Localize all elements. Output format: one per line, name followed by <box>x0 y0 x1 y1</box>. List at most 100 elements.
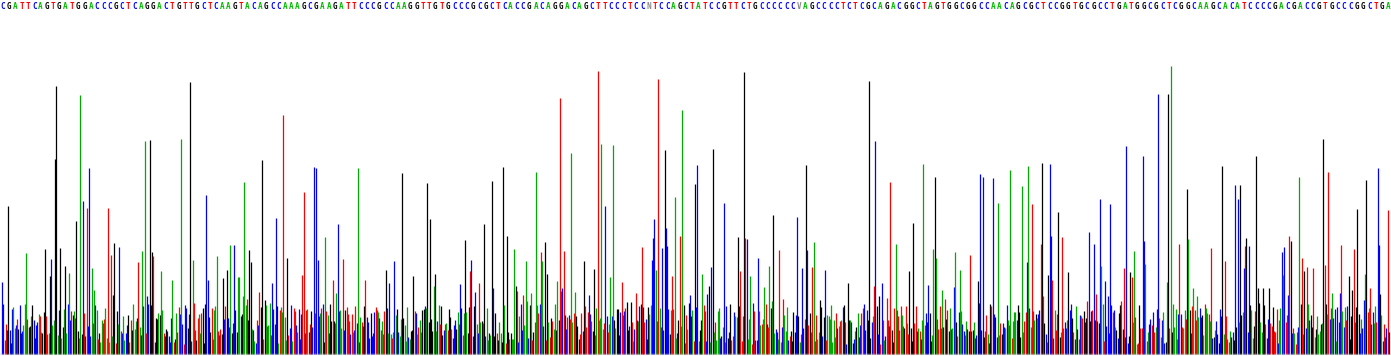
Text: A: A <box>257 2 263 11</box>
Text: C: C <box>1217 2 1221 11</box>
Text: G: G <box>552 2 556 11</box>
Text: C: C <box>570 2 576 11</box>
Text: G: G <box>1135 2 1139 11</box>
Text: C: C <box>915 2 921 11</box>
Text: C: C <box>609 2 613 11</box>
Text: T: T <box>1040 2 1046 11</box>
Text: G: G <box>1153 2 1159 11</box>
Text: A: A <box>672 2 676 11</box>
Text: C: C <box>490 2 494 11</box>
Text: T: T <box>127 2 131 11</box>
Text: C: C <box>1053 2 1059 11</box>
Text: C: C <box>214 2 218 11</box>
Text: C: C <box>477 2 481 11</box>
Text: G: G <box>965 2 971 11</box>
Text: C: C <box>615 2 619 11</box>
Text: C: C <box>502 2 506 11</box>
Text: T: T <box>690 2 694 11</box>
Text: C: C <box>0 2 6 11</box>
Text: A: A <box>327 2 331 11</box>
Text: A: A <box>1010 2 1014 11</box>
Text: A: A <box>395 2 401 11</box>
Text: T: T <box>239 2 243 11</box>
Text: G: G <box>865 2 871 11</box>
Text: G: G <box>1116 2 1121 11</box>
Text: G: G <box>903 2 908 11</box>
Text: C: C <box>1285 2 1289 11</box>
Text: G: G <box>558 2 563 11</box>
Text: T: T <box>747 2 751 11</box>
Text: G: G <box>1060 2 1064 11</box>
Text: A: A <box>289 2 294 11</box>
Text: A: A <box>320 2 325 11</box>
Text: A: A <box>1223 2 1227 11</box>
Text: C: C <box>1003 2 1008 11</box>
Text: T: T <box>352 2 356 11</box>
Text: G: G <box>1355 2 1359 11</box>
Text: A: A <box>1385 2 1391 11</box>
Text: T: T <box>51 2 56 11</box>
Text: C: C <box>1047 2 1052 11</box>
Text: C: C <box>790 2 794 11</box>
Text: G: G <box>1273 2 1277 11</box>
Text: C: C <box>364 2 369 11</box>
Text: T: T <box>727 2 732 11</box>
Text: G: G <box>7 2 11 11</box>
Text: G: G <box>910 2 914 11</box>
Text: A: A <box>1205 2 1209 11</box>
Text: G: G <box>810 2 814 11</box>
Text: C: C <box>465 2 469 11</box>
Text: A: A <box>1280 2 1284 11</box>
Text: G: G <box>1141 2 1146 11</box>
Text: A: A <box>295 2 300 11</box>
Text: C: C <box>357 2 363 11</box>
Text: G: G <box>114 2 118 11</box>
Text: A: A <box>220 2 225 11</box>
Text: C: C <box>1173 2 1177 11</box>
Text: C: C <box>897 2 901 11</box>
Text: G: G <box>57 2 61 11</box>
Text: C: C <box>1305 2 1309 11</box>
Text: C: C <box>120 2 124 11</box>
Text: T: T <box>702 2 707 11</box>
Text: C: C <box>270 2 275 11</box>
Text: C: C <box>164 2 168 11</box>
Text: C: C <box>1192 2 1196 11</box>
Text: A: A <box>803 2 808 11</box>
Text: A: A <box>990 2 996 11</box>
Text: C: C <box>1035 2 1039 11</box>
Text: A: A <box>139 2 143 11</box>
Text: G: G <box>1066 2 1071 11</box>
Text: A: A <box>697 2 701 11</box>
Text: A: A <box>545 2 551 11</box>
Text: T: T <box>1242 2 1246 11</box>
Text: G: G <box>82 2 86 11</box>
Text: A: A <box>508 2 513 11</box>
Text: C: C <box>307 2 313 11</box>
Text: G: G <box>1360 2 1365 11</box>
Text: C: C <box>1148 2 1152 11</box>
Text: C: C <box>389 2 394 11</box>
Text: T: T <box>420 2 426 11</box>
Text: C: C <box>847 2 851 11</box>
Text: G: G <box>152 2 156 11</box>
Text: C: C <box>1335 2 1340 11</box>
Text: A: A <box>1235 2 1239 11</box>
Text: C: C <box>1097 2 1102 11</box>
Text: T: T <box>189 2 193 11</box>
Text: T: T <box>627 2 632 11</box>
Text: C: C <box>828 2 833 11</box>
Text: G: G <box>195 2 199 11</box>
Text: T: T <box>19 2 24 11</box>
Text: G: G <box>1091 2 1096 11</box>
Text: C: C <box>709 2 714 11</box>
Text: C: C <box>95 2 99 11</box>
Text: A: A <box>64 2 68 11</box>
Text: G: G <box>145 2 149 11</box>
Text: C: C <box>458 2 463 11</box>
Text: T: T <box>1072 2 1077 11</box>
Text: G: G <box>483 2 488 11</box>
Text: G: G <box>332 2 338 11</box>
Text: G: G <box>953 2 958 11</box>
Text: C: C <box>659 2 664 11</box>
